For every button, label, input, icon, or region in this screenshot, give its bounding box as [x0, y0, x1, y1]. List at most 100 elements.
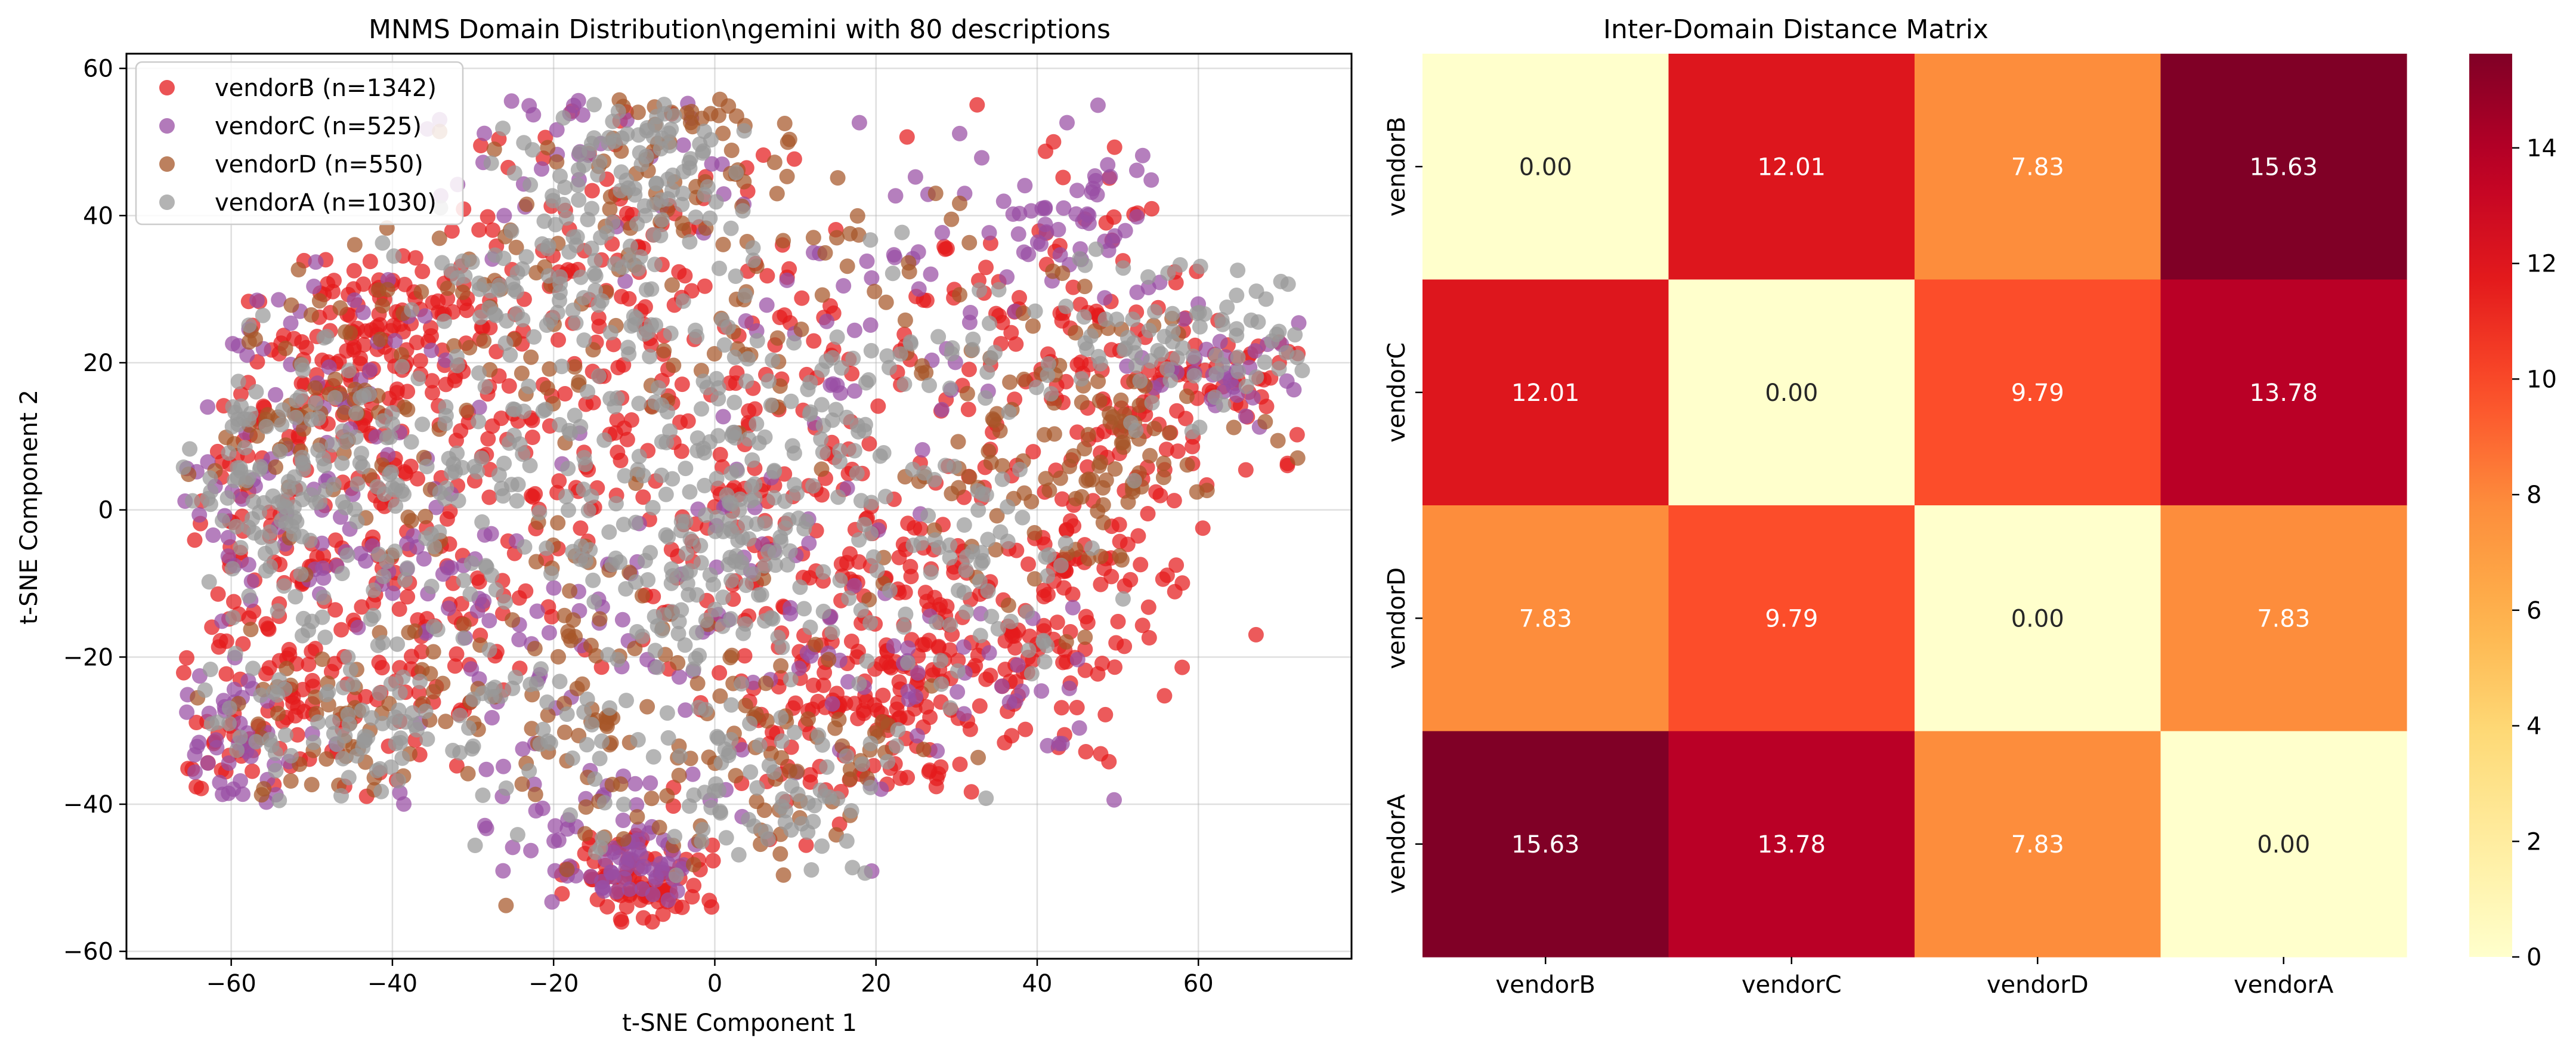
scatter-point	[310, 714, 326, 730]
scatter-point	[221, 715, 237, 731]
scatter-point	[243, 573, 259, 589]
scatter-point	[755, 147, 771, 163]
scatter-point	[346, 339, 362, 355]
scatter-point	[787, 724, 803, 740]
scatter-point	[648, 175, 664, 192]
scatter-point	[678, 545, 694, 561]
scatter-point	[758, 675, 774, 691]
scatter-point	[358, 323, 373, 339]
scatter-point	[271, 792, 287, 808]
scatter-point	[1115, 439, 1131, 455]
scatter-point	[1049, 614, 1065, 631]
scatter-point	[1078, 744, 1094, 759]
scatter-point	[1068, 206, 1084, 222]
heatmap-col-label: vendorC	[1742, 971, 1842, 999]
scatter-point	[901, 255, 917, 271]
scatter-point	[1057, 535, 1074, 551]
scatter-point	[511, 632, 527, 647]
scatter-point	[1055, 169, 1071, 186]
scatter-point	[765, 352, 781, 368]
scatter-point	[438, 714, 454, 730]
scatter-point	[1140, 269, 1156, 285]
scatter-point	[738, 373, 754, 389]
scatter-point	[187, 532, 203, 548]
scatter-point	[1023, 493, 1040, 509]
legend-marker-vendorB	[159, 80, 175, 95]
scatter-point	[1128, 357, 1144, 373]
scatter-point	[698, 507, 713, 523]
scatter-point	[1238, 378, 1254, 394]
scatter-point	[265, 539, 281, 555]
scatter-point	[682, 234, 698, 250]
scatter-point	[590, 167, 606, 183]
scatter-point	[1015, 509, 1031, 526]
scatter-point	[635, 468, 651, 484]
scatter-point	[271, 292, 287, 308]
scatter-point	[1052, 470, 1068, 486]
scatter-point	[773, 710, 789, 725]
scatter-point	[907, 169, 923, 185]
scatter-point	[221, 445, 237, 461]
scatter-point	[678, 702, 694, 718]
scatter-point	[645, 500, 661, 515]
scatter-point	[268, 459, 283, 475]
scatter-point	[689, 587, 705, 603]
scatter-point	[697, 444, 712, 461]
scatter-point	[327, 390, 343, 406]
scatter-point	[710, 391, 726, 407]
scatter-point	[660, 892, 676, 908]
scatter-point	[786, 151, 802, 167]
colorbar-tick-label: 8	[2526, 481, 2541, 509]
scatter-point	[960, 402, 976, 418]
scatter-point	[1264, 333, 1280, 349]
scatter-point	[1095, 515, 1111, 530]
scatter-point	[800, 795, 816, 811]
scatter-point	[386, 248, 402, 264]
scatter-point	[749, 416, 765, 432]
heatmap-value-label: 13.78	[1757, 831, 1826, 859]
scatter-point	[825, 350, 841, 366]
scatter-point	[1208, 366, 1224, 382]
scatter-point	[241, 588, 257, 604]
scatter-point	[212, 774, 228, 790]
scatter-point	[439, 511, 455, 527]
scatter-point	[887, 249, 903, 265]
x-tick-label: −20	[528, 970, 579, 998]
scatter-point	[815, 603, 831, 619]
scatter-point	[656, 342, 672, 359]
colorbar-tick-label: 0	[2526, 944, 2541, 971]
scatter-point	[1056, 200, 1072, 216]
scatter-point	[1018, 721, 1034, 737]
scatter-point	[726, 394, 743, 410]
scatter-point	[1008, 336, 1024, 352]
scatter-point	[456, 572, 472, 588]
scatter-point	[722, 650, 738, 666]
scatter-point	[956, 706, 972, 722]
scatter-point	[432, 484, 448, 501]
scatter-point	[485, 222, 501, 238]
scatter-point	[203, 716, 219, 732]
scatter-point	[832, 443, 848, 459]
scatter-point	[528, 554, 545, 570]
scatter-point	[1012, 462, 1028, 477]
scatter-point	[616, 517, 632, 533]
scatter-point	[1041, 482, 1057, 498]
scatter-point	[496, 758, 511, 774]
scatter-point	[734, 529, 750, 545]
scatter-point	[528, 265, 545, 281]
scatter-point	[647, 257, 663, 273]
scatter-point	[573, 520, 589, 536]
scatter-point	[1238, 408, 1254, 424]
scatter-point	[675, 215, 691, 231]
scatter-point	[526, 329, 542, 345]
scatter-point	[478, 559, 494, 575]
scatter-point	[1023, 666, 1040, 682]
scatter-point	[523, 349, 539, 365]
scatter-point	[655, 906, 671, 922]
scatter-point	[425, 644, 441, 660]
scatter-point	[505, 274, 521, 291]
scatter-point	[1185, 348, 1201, 365]
scatter-point	[639, 699, 655, 715]
scatter-point	[596, 883, 612, 899]
